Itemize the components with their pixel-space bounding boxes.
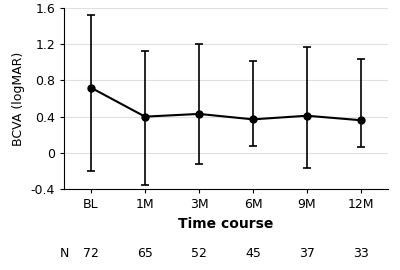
X-axis label: Time course: Time course <box>178 217 274 231</box>
Text: 72: 72 <box>83 247 99 260</box>
Text: 45: 45 <box>245 247 261 260</box>
Y-axis label: BCVA (logMAR): BCVA (logMAR) <box>12 51 25 146</box>
Text: 52: 52 <box>191 247 207 260</box>
Text: 65: 65 <box>137 247 153 260</box>
Text: 33: 33 <box>353 247 369 260</box>
Text: 37: 37 <box>299 247 315 260</box>
Text: N: N <box>59 247 69 260</box>
